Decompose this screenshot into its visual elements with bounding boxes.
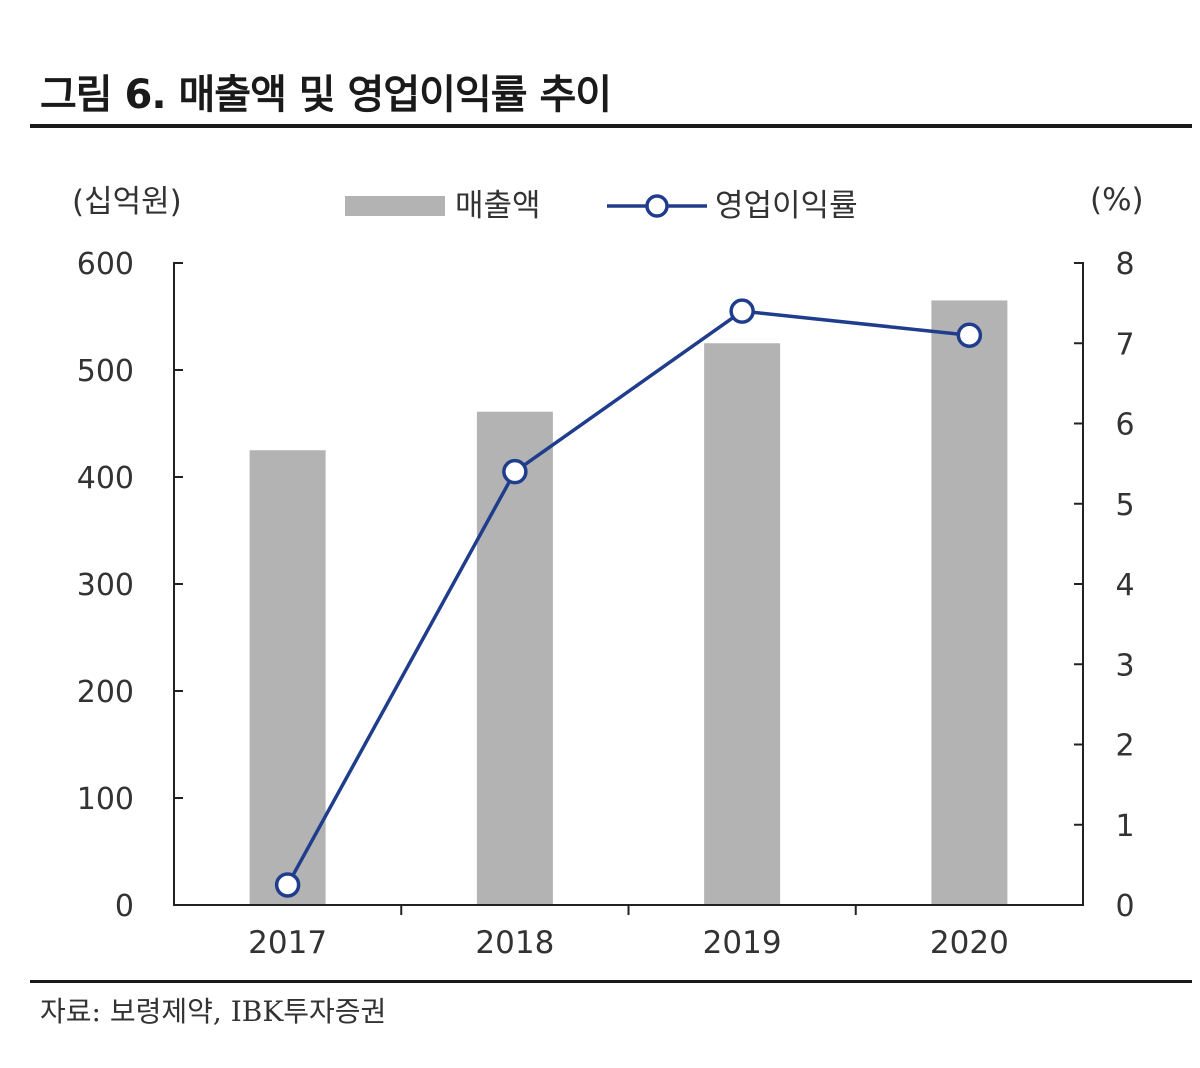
legend-marker-line — [645, 194, 669, 218]
x-tick-label: 2017 — [248, 925, 327, 961]
y-right-tick-label: 7 — [1115, 327, 1134, 362]
y-left-tick-label: 500 — [77, 354, 134, 389]
y-right-tick-label: 6 — [1115, 408, 1134, 443]
y-left-tick-label: 0 — [115, 889, 134, 924]
y-right-axis-label: (%) — [1090, 182, 1144, 218]
y-right-tick-label: 1 — [1115, 809, 1134, 844]
line-point-2020 — [956, 322, 983, 348]
line-series-operating-margin — [286, 309, 970, 886]
line-point-2019 — [729, 298, 755, 324]
y-right-tick-label: 5 — [1115, 488, 1134, 523]
legend-label-bar: 매출액 — [455, 188, 541, 224]
y-right-tick-label: 0 — [1115, 889, 1134, 924]
y-right-tick-label: 2 — [1115, 729, 1134, 764]
source-note: 자료: 보령제약, IBK투자증권 — [40, 995, 387, 1028]
bar-2019 — [704, 343, 781, 905]
y-left-tick-label: 200 — [77, 675, 134, 710]
bars-layer — [249, 300, 1008, 905]
y-left-tick-label: 300 — [77, 568, 134, 603]
y-left-tick-label: 600 — [77, 247, 134, 282]
axes-layer — [173, 262, 1084, 915]
line-point-2017 — [274, 872, 301, 898]
bar-2020 — [931, 300, 1008, 905]
source-rule — [30, 980, 1192, 983]
x-tick-label: 2018 — [475, 925, 554, 961]
y-right-tick-label: 4 — [1115, 568, 1134, 603]
y-right-tick-label: 3 — [1115, 648, 1134, 683]
x-tick-label: 2020 — [930, 925, 1009, 961]
title-rule — [30, 124, 1192, 128]
x-tick-label: 2019 — [703, 925, 782, 961]
y-left-tick-label: 100 — [77, 782, 134, 817]
bar-2018 — [476, 411, 553, 905]
figure-title: 그림 6. 매출액 및 영업이익률 추이 — [40, 72, 612, 118]
bar-2017 — [249, 450, 326, 905]
legend-swatch-bar — [345, 196, 445, 216]
y-left-axis-label: (십억원) — [72, 184, 182, 220]
y-left-tick-label: 400 — [77, 461, 134, 496]
legend-layer: 매출액 영업이익률 — [345, 188, 858, 224]
line-point-2018 — [502, 458, 528, 485]
y-right-tick-label: 8 — [1115, 247, 1134, 282]
legend-label-line: 영업이익률 — [715, 188, 858, 224]
line-layer — [274, 298, 983, 898]
labels-layer: 0 100 200 300 400 500 600 0 1 2 3 4 5 6 7 8 2017 2018 2019… — [72, 182, 1144, 961]
